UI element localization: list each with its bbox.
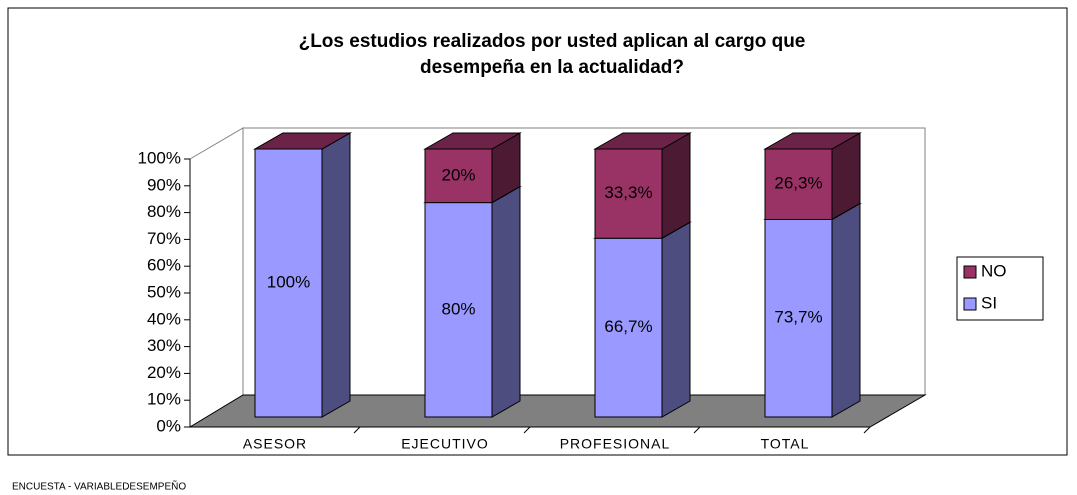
bar-face	[424, 148, 493, 204]
y-tick-label: 90%	[147, 175, 181, 194]
x-tick	[863, 426, 871, 434]
data-label: 66,7%	[604, 317, 652, 336]
y-tick-label: 70%	[147, 229, 181, 248]
data-label: 73,7%	[774, 308, 822, 327]
x-tick	[353, 426, 361, 434]
chart-title: desempeña en la actualidad?	[420, 57, 684, 78]
bar-segment	[593, 132, 692, 240]
data-label: 33,3%	[604, 183, 652, 202]
y-tick-label: 50%	[147, 282, 181, 301]
bar-face	[661, 132, 691, 240]
y-tick-label: 80%	[147, 202, 181, 221]
bar-face	[321, 132, 351, 418]
bar-face	[254, 148, 323, 418]
legend-label: NO	[981, 261, 1007, 280]
bar-face	[764, 148, 833, 220]
bar-face	[594, 148, 663, 239]
legend-swatch	[963, 265, 977, 279]
x-tick-label: TOTAL	[761, 436, 810, 452]
floor	[188, 394, 927, 428]
side-wall	[189, 127, 244, 428]
bar-face	[831, 202, 861, 418]
bar-face	[764, 218, 833, 418]
y-tick-label: 20%	[147, 363, 181, 382]
y-tick-label: 100%	[138, 148, 181, 167]
bar-face	[491, 185, 521, 418]
data-label: 20%	[441, 165, 475, 184]
bar-face	[253, 132, 352, 150]
chart-title: ¿Los estudios realizados por usted aplic…	[299, 31, 806, 52]
bar-segment	[253, 132, 352, 150]
legend-swatch	[963, 297, 977, 311]
data-label: 26,3%	[774, 174, 822, 193]
footnote: ENCUESTA - VARIABLEDESEMPEÑO	[12, 480, 186, 493]
x-tick-label: EJECUTIVO	[401, 436, 489, 452]
bar-face	[594, 237, 663, 418]
data-label: 80%	[441, 299, 475, 318]
bar-segment	[763, 132, 862, 221]
y-tick-label: 10%	[147, 390, 181, 409]
y-tick-label: 30%	[147, 336, 181, 355]
bar-segment	[763, 202, 862, 418]
y-tick-label: 0%	[156, 416, 181, 435]
y-tick-label: 40%	[147, 309, 181, 328]
data-label: 100%	[267, 272, 310, 291]
x-tick-label: PROFESIONAL	[560, 436, 671, 452]
x-tick	[523, 426, 531, 434]
x-tick-label: ASESOR	[243, 436, 307, 452]
legend-label: SI	[981, 293, 997, 312]
y-tick-label: 60%	[147, 256, 181, 275]
bar-segment	[423, 132, 522, 204]
bar-face	[661, 221, 691, 418]
x-tick	[693, 426, 701, 434]
